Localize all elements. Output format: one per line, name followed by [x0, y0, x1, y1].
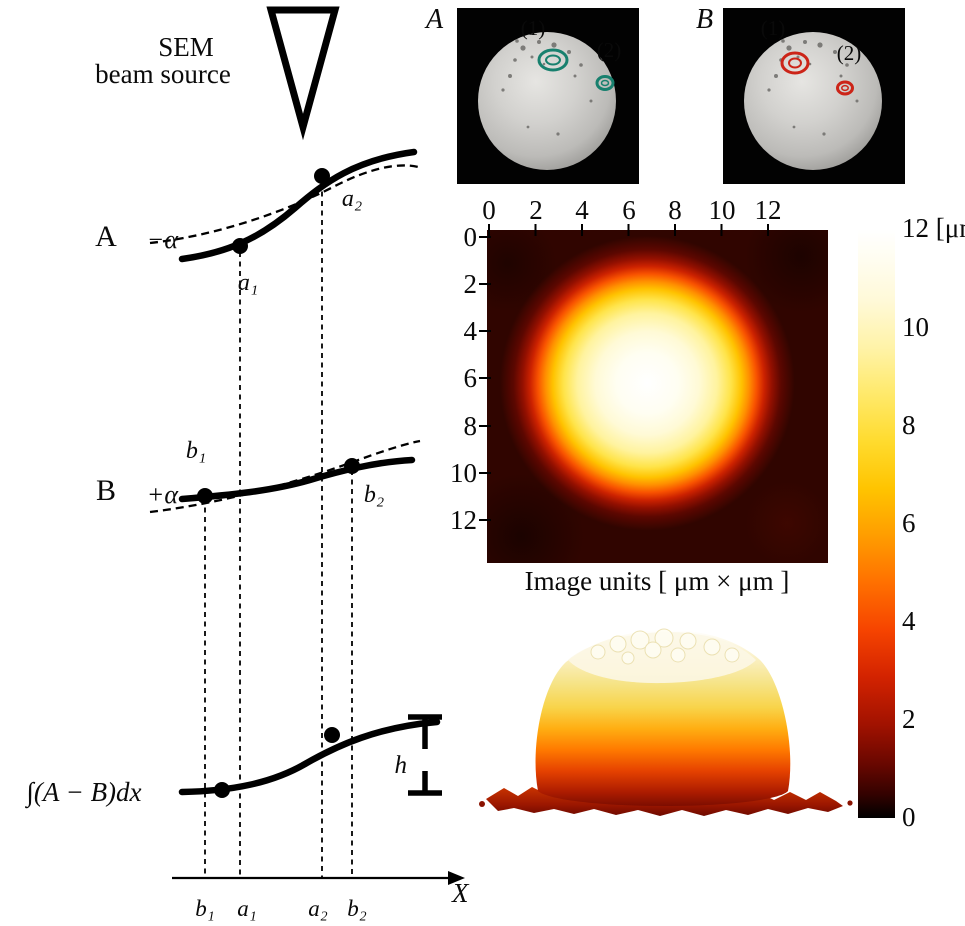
profile-b-p2-label: b₂	[364, 482, 384, 508]
x-tick-a1: a₁	[237, 896, 257, 921]
contour-1	[780, 51, 810, 75]
profile-b-label: B	[96, 474, 116, 507]
beam-triangle-icon	[266, 6, 340, 141]
annotation-2-label: (2)	[597, 38, 622, 62]
contour-annotations	[780, 51, 854, 96]
beam-source-line1: SEM	[158, 32, 214, 62]
colorbar-tick-0: 0	[902, 802, 916, 832]
heatmap-y-tick-8: 8	[463, 411, 478, 441]
x-axis-label: X	[451, 878, 470, 908]
skirt-speckle	[847, 800, 853, 806]
colorbar-max-label: 12 [μm]	[902, 213, 965, 243]
heatmap-y-tick-10: 10	[450, 458, 477, 488]
particle-sphere	[478, 32, 616, 170]
profile-a-reference-curve	[149, 164, 419, 245]
profile-a-tilt-label: −α	[147, 225, 180, 254]
heatmap-x-tick-12: 12	[754, 195, 782, 225]
contour-2-inner	[600, 79, 610, 87]
tick-marks	[479, 224, 769, 521]
profile-b-point-b2	[344, 458, 360, 474]
height-marker	[408, 714, 442, 796]
heatmap-y-tick-0: 0	[463, 222, 478, 252]
x-axis-arrow-icon	[448, 871, 465, 885]
skirt-speckle	[479, 801, 485, 807]
sem-micrograph-a: (1) (2)	[457, 8, 639, 184]
profile-a-point-a2	[314, 168, 330, 184]
profile-b-p1-label: b₁	[186, 438, 206, 464]
contour-2	[595, 75, 615, 91]
contour-1-inner	[788, 57, 802, 69]
beam-source-line2: beam source	[95, 59, 231, 89]
sem-image-a: (1) (2)	[457, 8, 639, 189]
guide-lines	[204, 182, 353, 878]
particle-sphere	[744, 32, 882, 170]
profile-a-label: A	[95, 220, 117, 253]
x-tick-b2: b₂	[347, 896, 367, 921]
profile-b-point-b1	[197, 488, 213, 504]
heatmap-x-tick-2: 2	[529, 195, 543, 225]
surface-top-bumps	[590, 628, 740, 665]
annotation-1-label: (1)	[521, 16, 546, 40]
heatmap-axis-ticks	[479, 224, 769, 521]
heatmap-y-tick-4: 4	[463, 316, 478, 346]
contour-2	[836, 80, 854, 96]
contour-1	[537, 48, 569, 72]
colorbar-tick-8: 8	[902, 410, 916, 440]
profile-a-curve	[178, 148, 418, 263]
heatmap-x-tick-6: 6	[622, 195, 636, 225]
heatmap-image	[487, 230, 828, 563]
integral-label: ∫(A − B)dx	[24, 777, 141, 809]
heatmap-x-tick-4: 4	[575, 195, 589, 225]
heatmap-y-tick-6: 6	[463, 363, 478, 393]
heatmap-x-tick-0: 0	[482, 195, 496, 225]
colorbar-tick-10: 10	[902, 312, 929, 342]
heatmap-caption: Image units [ μm × μm ]	[524, 566, 790, 596]
colorbar-tick-6: 6	[902, 508, 916, 538]
heatmap-y-tick-2: 2	[463, 269, 478, 299]
heatmap-x-tick-10: 10	[708, 195, 736, 225]
colorbar-tick-2: 2	[902, 704, 916, 734]
profile-b-tilt-label: +α	[147, 480, 180, 509]
sphere-speckles	[501, 39, 593, 136]
profile-a-point-a1	[232, 238, 248, 254]
profile-diagram: SEM beam source A −α a₁ a₂ B +α b₁ b₂ ∫(…	[24, 6, 470, 921]
integral-point-right	[324, 727, 340, 743]
sem-image-b-label: B	[696, 4, 714, 35]
profile-a-p2-label: a₂	[342, 186, 362, 212]
contour-1-inner	[545, 54, 561, 66]
contour-2-inner	[841, 84, 849, 92]
annotation-2-label: (2)	[837, 41, 862, 65]
x-tick-b1: b₁	[195, 896, 215, 921]
colorbar-tick-4: 4	[902, 606, 916, 636]
sem-image-b: (1) (2)	[723, 8, 905, 189]
height-label: h	[395, 752, 408, 779]
integral-point-left	[214, 782, 230, 798]
annotation-1-label: (1)	[761, 16, 786, 40]
profile-a-p1-label: a₁	[238, 270, 258, 296]
contour-annotations	[537, 48, 615, 91]
sem-micrograph-b: (1) (2)	[723, 8, 905, 184]
x-tick-a2: a₂	[308, 896, 328, 921]
surface-3d-render	[479, 628, 853, 816]
colorbar	[858, 230, 895, 818]
heatmap-y-tick-12: 12	[450, 505, 477, 535]
sphere-speckles	[767, 39, 859, 136]
heatmap-x-tick-8: 8	[668, 195, 682, 225]
sem-image-a-label: A	[426, 4, 444, 35]
profile-b-curve	[178, 456, 416, 503]
